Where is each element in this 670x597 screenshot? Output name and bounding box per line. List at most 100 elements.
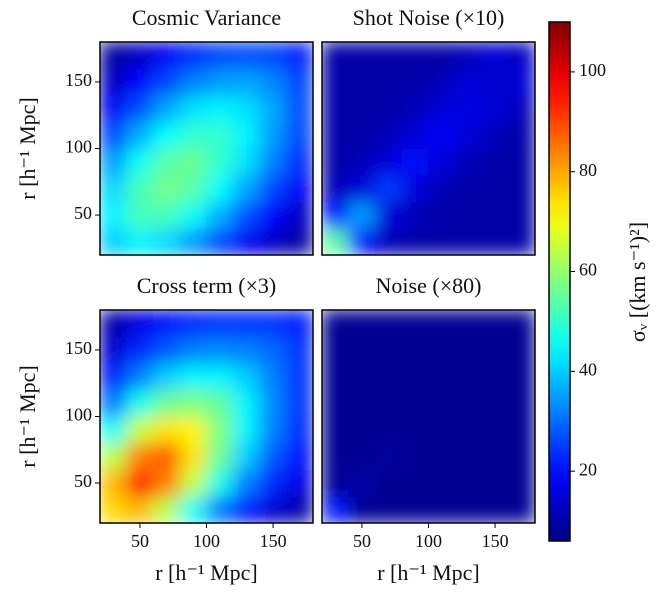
heatmap-cell: [374, 336, 403, 364]
y-tick-label: 50: [74, 471, 92, 491]
heatmap-cell: [179, 362, 207, 391]
heatmap-cell: [152, 148, 181, 176]
heatmap-cell: [152, 442, 181, 471]
heatmap-cell: [507, 310, 535, 338]
cells: [100, 310, 313, 523]
heatmap-cell: [152, 389, 181, 417]
heatmap-cell: [374, 68, 403, 96]
heatmap-cell: [179, 469, 207, 497]
heatmap-cell: [259, 310, 287, 338]
heatmap-cell: [481, 227, 509, 255]
heatmap-cell: [152, 227, 181, 255]
heatmap-cell: [259, 495, 287, 523]
heatmap-cell: [401, 336, 429, 364]
heatmap-cell: [322, 121, 350, 149]
heatmap-cell: [100, 495, 128, 523]
heatmap-cell: [401, 201, 429, 229]
heatmap-cell: [206, 94, 234, 123]
heatmap-cell: [454, 442, 483, 471]
heatmap-cell: [285, 310, 313, 338]
heatmap-cell: [152, 336, 181, 364]
heatmap-cell: [206, 389, 234, 417]
heatmap-cell: [428, 174, 456, 203]
heatmap-cell: [232, 94, 261, 123]
heatmap-cell: [507, 336, 535, 364]
heatmap-cell: [374, 227, 403, 255]
heatmap-cell: [100, 68, 128, 96]
heatmap-cell: [126, 495, 154, 523]
heatmap-cell: [401, 121, 429, 149]
x-axis-label: r [h⁻¹ Mpc]: [377, 560, 480, 585]
y-tick-label: 150: [65, 338, 92, 358]
heatmap-cell: [481, 416, 509, 444]
heatmap-cell: [481, 94, 509, 123]
heatmap-cell: [179, 121, 207, 149]
heatmap-cell: [285, 121, 313, 149]
heatmap-cell: [100, 469, 128, 497]
heatmap-cell: [401, 174, 429, 203]
heatmap-cell: [348, 362, 376, 391]
heatmap-cell: [507, 201, 535, 229]
heatmap-cell: [481, 42, 509, 70]
heatmap-cell: [428, 336, 456, 364]
panel-title: Noise (×80): [376, 273, 482, 298]
heatmap-cell: [126, 121, 154, 149]
heatmap-cell: [126, 68, 154, 96]
heatmap-cell: [259, 469, 287, 497]
heatmap-cell: [259, 416, 287, 444]
colorbar: [548, 21, 571, 542]
heatmap-cell: [401, 310, 429, 338]
panel-title: Shot Noise (×10): [353, 5, 505, 30]
cells: [322, 310, 535, 523]
heatmap-cell: [481, 121, 509, 149]
heatmap-cell: [126, 362, 154, 391]
heatmap-cell: [348, 495, 376, 523]
colorbar-tick-label: 60: [579, 260, 597, 280]
heatmap-cell: [126, 469, 154, 497]
heatmap-cell: [507, 148, 535, 176]
heatmap-cell: [100, 362, 128, 391]
heatmap-cell: [232, 469, 261, 497]
heatmap-cell: [152, 174, 181, 203]
heatmap-cell: [454, 389, 483, 417]
heatmap-cell: [507, 389, 535, 417]
heatmap-cell: [481, 442, 509, 471]
heatmap-cell: [206, 336, 234, 364]
heatmap-cell: [348, 310, 376, 338]
heatmap-cell: [259, 94, 287, 123]
heatmap-cell: [152, 42, 181, 70]
heatmap-cell: [285, 442, 313, 471]
heatmap-cell: [428, 310, 456, 338]
colorbar-tick-label: 20: [579, 459, 597, 479]
heatmap-cell: [454, 121, 483, 149]
heatmap-cell: [322, 336, 350, 364]
heatmap-cell: [348, 416, 376, 444]
heatmap-cell: [507, 121, 535, 149]
heatmap-cell: [179, 336, 207, 364]
heatmap-cell: [507, 174, 535, 203]
heatmap-cell: [179, 310, 207, 338]
heatmap-cell: [152, 121, 181, 149]
y-tick-label: 100: [65, 405, 92, 425]
heatmap-cell: [374, 121, 403, 149]
y-tick-label: 150: [65, 70, 92, 90]
panel-title: Cross term (×3): [137, 273, 277, 298]
heatmap-cell: [152, 362, 181, 391]
y-axis-label: r [h⁻¹ Mpc]: [15, 365, 40, 468]
heatmap-cell: [507, 416, 535, 444]
heatmap-cell: [100, 121, 128, 149]
heatmap-cell: [285, 416, 313, 444]
heatmap-cell: [206, 416, 234, 444]
x-axis-label: r [h⁻¹ Mpc]: [155, 560, 258, 585]
heatmap-cell: [481, 336, 509, 364]
heatmap-cell: [232, 310, 261, 338]
heatmap-cell: [179, 94, 207, 123]
heatmap-cell: [285, 94, 313, 123]
heatmap-cell: [348, 121, 376, 149]
heatmap-cell: [348, 42, 376, 70]
heatmap-cell: [100, 389, 128, 417]
heatmap-cell: [454, 362, 483, 391]
heatmap-cell: [285, 68, 313, 96]
heatmap-cell: [322, 469, 350, 497]
heatmap-cell: [206, 442, 234, 471]
